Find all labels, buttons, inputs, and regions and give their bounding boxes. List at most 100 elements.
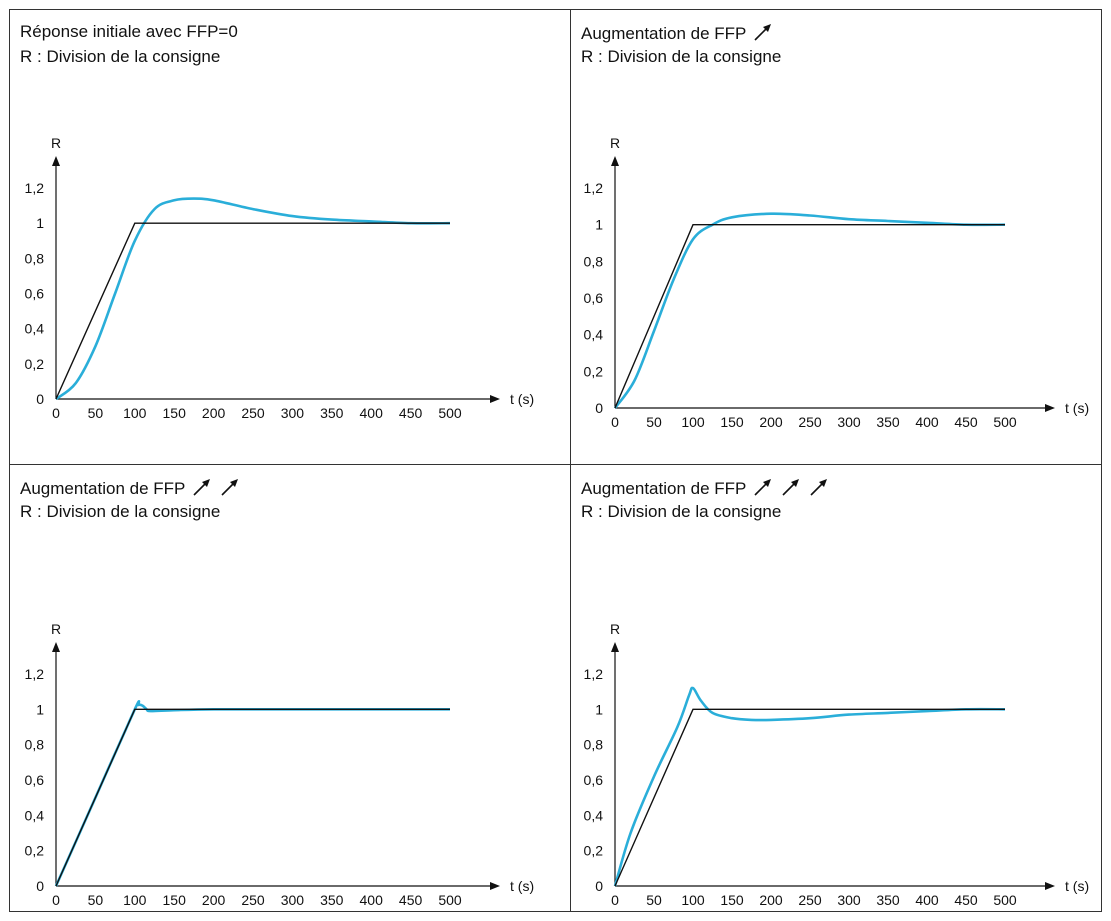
y-tick-label: 0,2 xyxy=(584,363,604,379)
x-tick-label: 300 xyxy=(837,414,861,430)
y-tick-label: 0,4 xyxy=(584,807,604,823)
y-tick-label: 0,6 xyxy=(25,772,45,788)
response-curve xyxy=(613,212,1006,409)
panel-subtitle: R : Division de la consigne xyxy=(581,47,782,66)
y-axis-label: R xyxy=(51,621,61,637)
x-tick-label: 500 xyxy=(438,405,462,421)
panel-title: Réponse initiale avec FFP=0 xyxy=(20,22,238,41)
y-tick-label: 0,4 xyxy=(25,807,45,823)
x-tick-label: 300 xyxy=(281,892,305,908)
x-tick-label: 350 xyxy=(320,405,344,421)
y-tick-label: 1 xyxy=(36,215,44,231)
x-axis-label: t (s) xyxy=(510,391,534,407)
y-tick-label: 0,4 xyxy=(25,321,45,337)
x-tick-label: 0 xyxy=(611,414,619,430)
x-tick-label: 300 xyxy=(281,405,305,421)
x-tick-label: 250 xyxy=(241,892,265,908)
vertical-divider xyxy=(570,10,571,911)
arrow-group xyxy=(746,24,774,43)
panel-4: Augmentation de FFP R : Division de la c… xyxy=(571,465,1103,913)
x-tick-label: 300 xyxy=(837,892,861,908)
arrow-group xyxy=(746,479,830,498)
x-tick-label: 450 xyxy=(954,414,978,430)
x-tick-label: 50 xyxy=(646,892,662,908)
response-curve xyxy=(54,699,450,887)
x-tick-label: 400 xyxy=(360,892,384,908)
x-tick-label: 100 xyxy=(681,414,705,430)
x-axis-arrowhead xyxy=(1045,404,1055,412)
y-axis-arrowhead xyxy=(52,642,60,652)
x-axis-arrowhead xyxy=(490,882,500,890)
panel-1: Réponse initiale avec FFP=0 R : Division… xyxy=(10,10,570,464)
panel-title: Augmentation de FFP xyxy=(581,477,830,499)
y-tick-label: 1,2 xyxy=(25,666,45,682)
arrow-up-right-icon xyxy=(808,477,830,497)
response-curve xyxy=(613,686,1006,887)
setpoint-line xyxy=(55,222,450,400)
chart-3: Rt (s) 0 0,2 0,4 0,6 0,8 1 1,2 0 50 100 150 200 250 30… xyxy=(25,621,535,908)
y-axis-label: R xyxy=(51,135,61,151)
panel-2: Augmentation de FFP R : Division de la c… xyxy=(571,10,1103,464)
y-tick-label: 1 xyxy=(595,217,603,233)
x-tick-label: 450 xyxy=(954,892,978,908)
x-tick-label: 350 xyxy=(876,414,900,430)
figure-grid: Réponse initiale avec FFP=0 R : Division… xyxy=(9,9,1102,912)
response-curve xyxy=(55,197,451,401)
y-tick-label: 0,2 xyxy=(25,356,45,372)
y-tick-label: 0,2 xyxy=(584,843,604,859)
y-tick-label: 0,8 xyxy=(584,737,604,753)
y-tick-label: 0,2 xyxy=(25,843,45,859)
panel-subtitle: R : Division de la consigne xyxy=(20,47,221,66)
x-tick-label: 150 xyxy=(163,405,187,421)
arrow-up-right-icon xyxy=(780,477,802,497)
y-axis-arrowhead xyxy=(611,156,619,166)
x-tick-label: 200 xyxy=(759,892,783,908)
y-tick-label: 1 xyxy=(36,701,44,717)
x-tick-label: 450 xyxy=(399,405,423,421)
x-tick-label: 350 xyxy=(320,892,344,908)
panel-subtitle: R : Division de la consigne xyxy=(581,502,782,521)
setpoint-line xyxy=(614,223,1005,409)
x-tick-label: 100 xyxy=(123,892,147,908)
x-tick-label: 150 xyxy=(720,892,744,908)
y-tick-label: 0,4 xyxy=(584,327,604,343)
x-tick-label: 0 xyxy=(611,892,619,908)
y-tick-label: 0 xyxy=(595,878,603,894)
x-tick-label: 100 xyxy=(681,892,705,908)
y-tick-label: 0,6 xyxy=(584,290,604,306)
x-tick-label: 400 xyxy=(915,414,939,430)
x-tick-label: 150 xyxy=(720,414,744,430)
setpoint-line xyxy=(614,708,1005,887)
chart-1: Rt (s) 0 0,2 0,4 0,6 0,8 1 1,2 0 50 100 150 200 250 30… xyxy=(25,135,535,421)
x-tick-label: 250 xyxy=(798,892,822,908)
y-axis-arrowhead xyxy=(611,642,619,652)
x-tick-label: 500 xyxy=(993,414,1017,430)
y-tick-label: 0,8 xyxy=(25,250,45,266)
x-tick-label: 200 xyxy=(202,405,226,421)
arrow-up-right-icon xyxy=(752,477,774,497)
x-axis-label: t (s) xyxy=(1065,878,1089,894)
x-axis-arrowhead xyxy=(490,395,500,403)
chart-2: Rt (s) 0 0,2 0,4 0,6 0,8 1 1,2 0 50 100 150 200 250 30… xyxy=(584,135,1090,430)
x-tick-label: 450 xyxy=(399,892,423,908)
arrow-up-right-icon xyxy=(191,477,213,497)
panel-3: Augmentation de FFP R : Division de la c… xyxy=(10,465,570,913)
x-tick-label: 150 xyxy=(163,892,187,908)
arrow-up-right-icon xyxy=(752,22,774,42)
y-axis-label: R xyxy=(610,621,620,637)
x-axis-label: t (s) xyxy=(510,878,534,894)
x-tick-label: 50 xyxy=(88,405,104,421)
x-tick-label: 500 xyxy=(438,892,462,908)
x-axis-label: t (s) xyxy=(1065,400,1089,416)
y-tick-label: 0,6 xyxy=(25,286,45,302)
x-tick-label: 400 xyxy=(915,892,939,908)
chart-4: Rt (s) 0 0,2 0,4 0,6 0,8 1 1,2 0 50 100 150 200 250 30… xyxy=(584,621,1090,908)
x-tick-label: 50 xyxy=(88,892,104,908)
y-tick-label: 0 xyxy=(595,400,603,416)
horizontal-divider xyxy=(10,464,1101,465)
x-tick-label: 350 xyxy=(876,892,900,908)
x-tick-label: 100 xyxy=(123,405,147,421)
x-tick-label: 0 xyxy=(52,892,60,908)
y-tick-label: 1,2 xyxy=(584,666,604,682)
x-axis-arrowhead xyxy=(1045,882,1055,890)
